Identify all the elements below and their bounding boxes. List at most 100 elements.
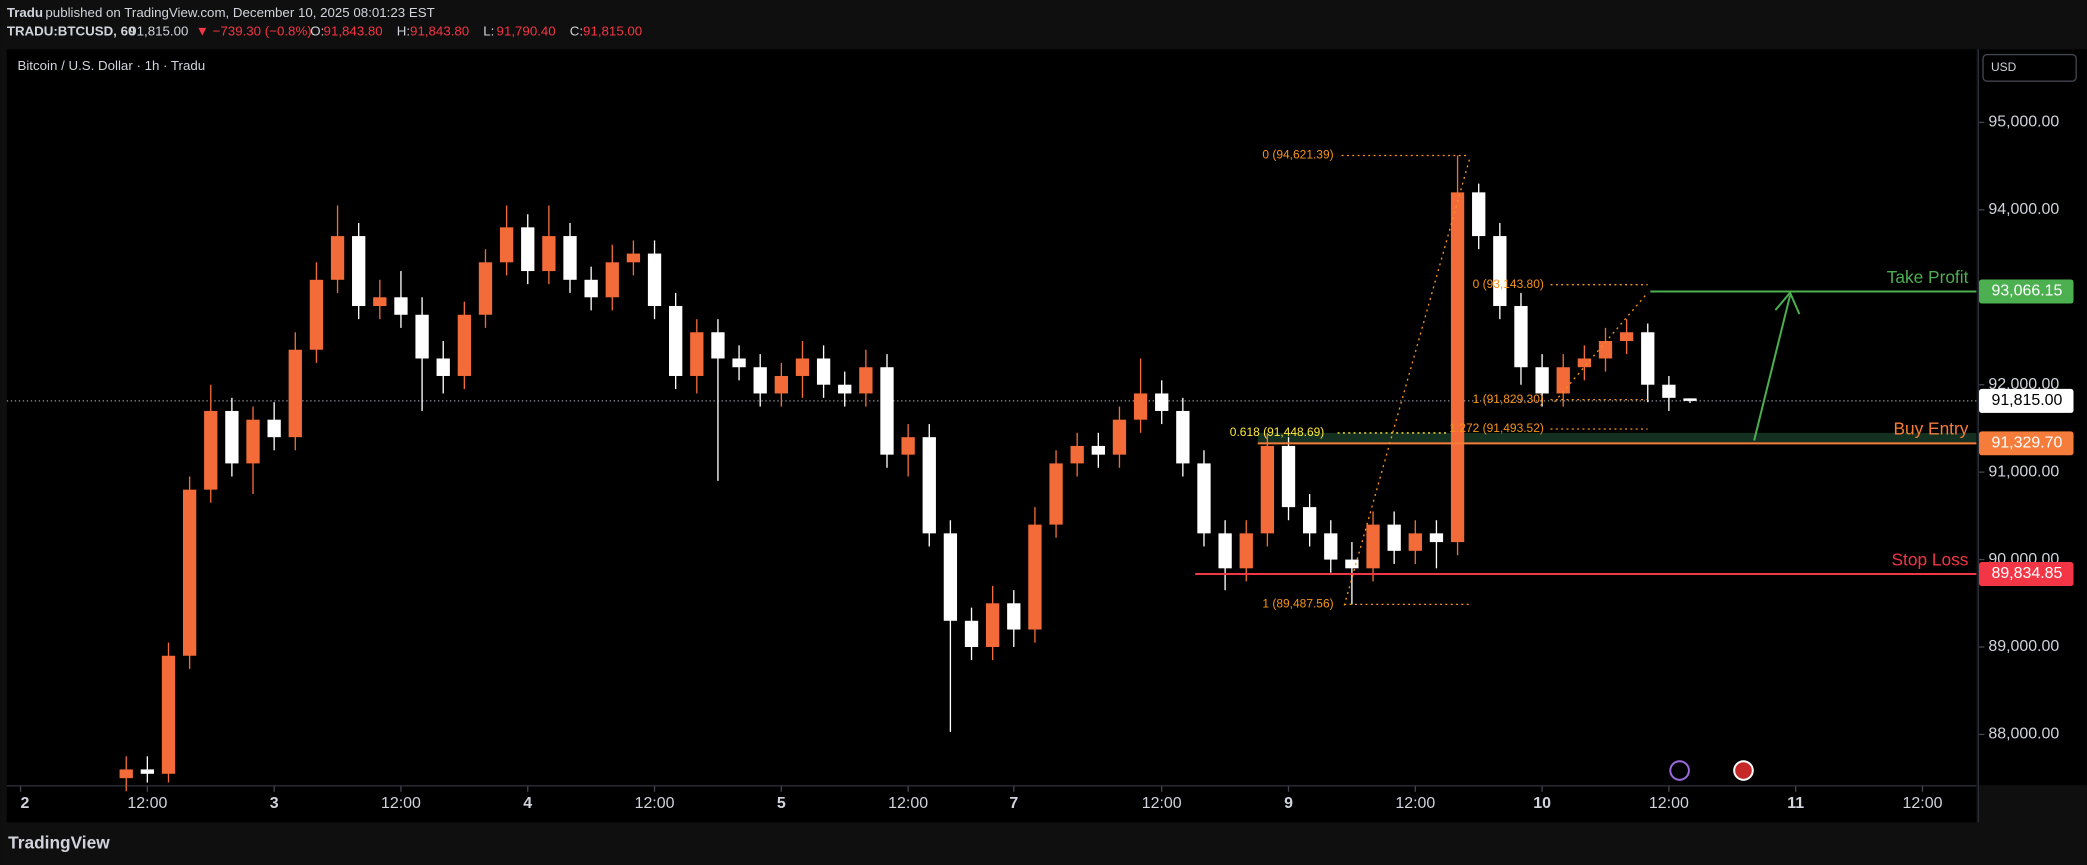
x-tick-label: 10 <box>1533 795 1551 812</box>
candle-body <box>373 297 387 307</box>
candle-body <box>1155 393 1169 411</box>
candle-body <box>521 227 535 272</box>
y-tick-label: 91,000.00 <box>1988 463 2059 480</box>
arrow <box>1753 295 1792 441</box>
currency-button[interactable] <box>1982 53 2077 82</box>
plot: 88,000.0089,000.0090,000.0091,000.0092,0… <box>6 114 2074 812</box>
candle-body <box>330 236 345 280</box>
candle-body <box>352 236 366 307</box>
chart-pane <box>6 49 1977 786</box>
candle-body <box>1218 533 1232 569</box>
candle-body <box>1091 445 1105 455</box>
candle-body <box>394 297 408 315</box>
candle-body <box>499 227 514 263</box>
ohlc: O: 91,843.80 H: 91,843.80 L: 91,790.40 C: 91,81… <box>310 23 642 38</box>
candle-body <box>288 349 302 438</box>
candle-body <box>1472 192 1486 237</box>
candle-body <box>1514 306 1528 368</box>
candle-body <box>1429 533 1444 543</box>
candle-body <box>605 262 619 298</box>
candle-body <box>1662 384 1676 398</box>
ohlc-value: 91,843.80 <box>324 23 383 38</box>
candle-body <box>816 358 831 385</box>
candle-body <box>436 358 450 376</box>
x-tick-label: 12:00 <box>1142 795 1182 812</box>
candle-body <box>542 236 556 272</box>
last-price-box <box>1979 388 2074 413</box>
candle-body <box>1324 533 1338 560</box>
event-icon[interactable] <box>1733 760 1754 781</box>
time-axis <box>6 786 1977 823</box>
ohlc-label: L: <box>483 23 494 38</box>
candle-body <box>563 236 577 280</box>
x-tick-label: 12:00 <box>1649 795 1689 812</box>
ohlc-value: 91,843.80 <box>410 23 469 38</box>
candle-body <box>246 419 260 464</box>
candle-body <box>119 769 133 779</box>
level-name: Stop Loss <box>1892 549 1969 569</box>
candle-body <box>140 769 155 774</box>
candle-body <box>964 620 979 648</box>
fib-label: 1 (91,829.30) <box>1473 392 1544 406</box>
candle-body <box>1345 559 1359 569</box>
candle-body <box>1070 445 1084 464</box>
candle-body <box>711 332 725 359</box>
candle-body <box>1176 410 1190 464</box>
candle-body <box>1598 340 1613 359</box>
candle-body <box>943 533 958 621</box>
candle-body <box>901 437 915 455</box>
x-tick-label: 12:00 <box>1903 795 1943 812</box>
level-price-box <box>1979 431 2074 456</box>
candle-body <box>1493 236 1507 307</box>
candle-body <box>457 314 472 376</box>
header-price: 91,815.00 <box>129 23 188 38</box>
candle-body <box>986 603 1000 648</box>
candle-body <box>1450 192 1465 543</box>
fib-label: 0.618 (91,448.69) <box>1230 425 1325 439</box>
ohlc-label: O: <box>310 23 324 38</box>
candle-body <box>1577 358 1592 368</box>
candle-body <box>859 367 873 394</box>
currency[interactable]: USD <box>1991 60 2017 74</box>
price-axis <box>1979 49 2087 786</box>
change: ▼ −739.30 (−0.8%) <box>196 23 312 38</box>
candle-body <box>1366 524 1380 569</box>
x-tick-label: 12:00 <box>888 795 928 812</box>
x-tick-label: 4 <box>523 795 532 812</box>
fib-label: 1 (89,487.56) <box>1262 597 1333 611</box>
ohlc-value: 91,790.40 <box>497 23 556 38</box>
candle-body <box>1387 524 1401 551</box>
candle-body <box>732 358 746 368</box>
candle-body <box>1641 332 1655 385</box>
ohlc-label: C: <box>570 23 583 38</box>
candle-body <box>1535 367 1549 394</box>
ohlc-value: 91,815.00 <box>583 23 642 38</box>
level-price-box <box>1979 562 2074 586</box>
candle-body <box>880 367 894 455</box>
x-tick-label: 5 <box>777 795 786 812</box>
candle-body <box>669 306 683 376</box>
candle-body <box>309 279 324 350</box>
y-tick-label: 92,000.00 <box>1988 376 2059 393</box>
candle-body <box>795 358 810 376</box>
buy-zone <box>1257 432 1977 444</box>
candle-body <box>1556 367 1570 394</box>
author[interactable]: Tradu <box>7 5 43 20</box>
candle-body <box>1408 533 1422 551</box>
x-tick-label: 11 <box>1787 795 1804 812</box>
candle-body <box>1683 398 1697 401</box>
candle-body <box>774 375 788 394</box>
candle-body <box>182 489 197 656</box>
x-tick-label: 12:00 <box>1395 795 1435 812</box>
event-icon[interactable] <box>1669 760 1690 781</box>
candle-body <box>1239 533 1253 569</box>
arrow-head <box>1774 290 1801 315</box>
candle-body <box>204 410 218 490</box>
candle-body <box>1281 445 1296 508</box>
level-price-label: 91,329.70 <box>1991 435 2062 452</box>
y-tick-label: 88,000.00 <box>1988 726 2059 743</box>
candle-body <box>1007 603 1021 630</box>
candle-body <box>161 655 176 774</box>
x-tick-label: 7 <box>1009 795 1018 812</box>
y-tick-label: 95,000.00 <box>1988 114 2059 131</box>
